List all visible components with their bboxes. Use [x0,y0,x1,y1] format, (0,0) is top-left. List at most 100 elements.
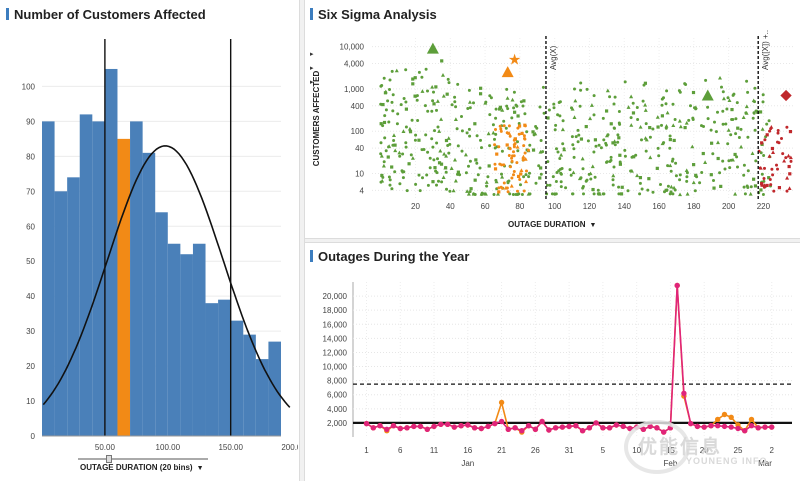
scatter-point [435,183,438,187]
scatter-point [602,138,606,142]
scatter-point [572,147,576,151]
scatter-point [721,159,725,163]
scatter-point [424,133,428,137]
scatter-point [551,175,555,179]
axis-down-arrow-icon[interactable]: ▸ [310,79,314,86]
scatter-point [510,159,514,163]
scatter-point [604,109,609,113]
scatter-point [726,142,730,146]
series-point [377,423,383,429]
scatter-point [623,154,627,158]
scatter-point [502,119,506,123]
scatter-point [616,140,620,144]
scatter-point [516,189,519,193]
scatter-point [445,187,448,191]
scatter-point [442,151,447,156]
scatter-point [519,172,523,176]
series-point [593,420,599,426]
scatter-point [589,103,594,107]
scatter-point [411,77,415,81]
x-tick-label: 5 [601,446,606,455]
scatter-point [547,108,551,112]
scatter-point [510,97,515,102]
scatter-point [604,133,609,138]
scatter-point [413,138,417,142]
scatter-point [546,116,550,120]
scatter-point [439,117,444,121]
panel-divider-vertical[interactable] [299,0,305,481]
histogram-chart[interactable]: 0 10 20 30 40 50 60 70 80 90 100 50.00 100.00 150.00 2… [0,28,298,453]
x-tick-label: 150.00 [218,443,243,452]
series-point [444,421,451,427]
axis-up-arrow-icon[interactable]: ▸ [310,51,314,58]
scatter-point [435,108,438,112]
histogram-bar [42,121,55,437]
scatter-point [423,104,427,108]
scatter-point [432,158,436,162]
scatter-point [605,88,610,93]
scatter-point [777,186,782,190]
scatter-point [618,153,622,157]
scatter-point [555,147,558,151]
scatter-point [506,190,510,194]
scatter-point [554,180,558,183]
histogram-bar [205,303,219,436]
scatter-point [493,146,497,150]
scatter-point [489,96,493,100]
scatter-point [736,165,739,169]
scatter-point [669,184,674,189]
scatter-point [559,167,562,171]
scatter-point [466,191,471,196]
scatter-point [597,143,601,147]
series-point [688,420,694,427]
scatter-point [671,157,675,161]
scatter-point [431,145,435,149]
scatter-point [776,131,780,135]
scatter-point [758,166,762,170]
scatter-point [383,136,387,140]
sixsigma-chart[interactable]: 4 10 40 100 400 1,000 4,000 10,000 20 40 60 80 100 12… [305,30,800,230]
scatter-point [573,98,578,103]
series-point [769,424,775,430]
panel-divider-horizontal[interactable] [305,238,800,243]
sixsigma-x-control[interactable]: OUTAGE DURATION ▼ [508,220,596,229]
scatter-point [593,138,598,142]
axis-scroll-controls[interactable]: ▸ ▸ ▸ [310,48,322,90]
scatter-point [559,185,563,189]
scatter-point [609,122,613,126]
axis-mid-arrow-icon[interactable]: ▸ [310,65,314,72]
scatter-point [691,180,696,185]
scatter-point [458,173,462,177]
scatter-point [576,128,580,132]
histogram-x-control[interactable]: OUTAGE DURATION (20 bins) ▼ [80,463,204,472]
scatter-point [559,180,563,184]
y-tick-label: 60 [26,222,35,231]
scatter-point [570,106,575,111]
scatter-point [780,137,783,140]
scatter-point [709,128,713,132]
scatter-point [528,143,532,147]
scatter-point [517,124,522,128]
scatter-point [618,160,622,164]
scatter-point [479,191,484,196]
scatter-point [768,178,772,181]
sixsigma-title-text: Six Sigma Analysis [318,7,437,22]
scatter-point [579,176,583,180]
scatter-point [512,150,515,154]
scatter-point [664,126,668,130]
bin-slider[interactable] [78,455,208,463]
series-point [492,420,498,427]
scatter-point [701,151,705,156]
bin-slider-thumb[interactable] [106,455,112,463]
scatter-point [612,165,616,169]
scatter-point [683,125,687,130]
scatter-point [379,102,383,106]
scatter-point [411,82,415,86]
series-point [424,426,430,432]
y-tick-label: 10 [355,170,364,179]
scatter-point [393,143,397,147]
series-point [458,423,464,429]
series-point [728,424,734,430]
scatter-point [538,105,542,109]
scatter-point [554,123,558,127]
